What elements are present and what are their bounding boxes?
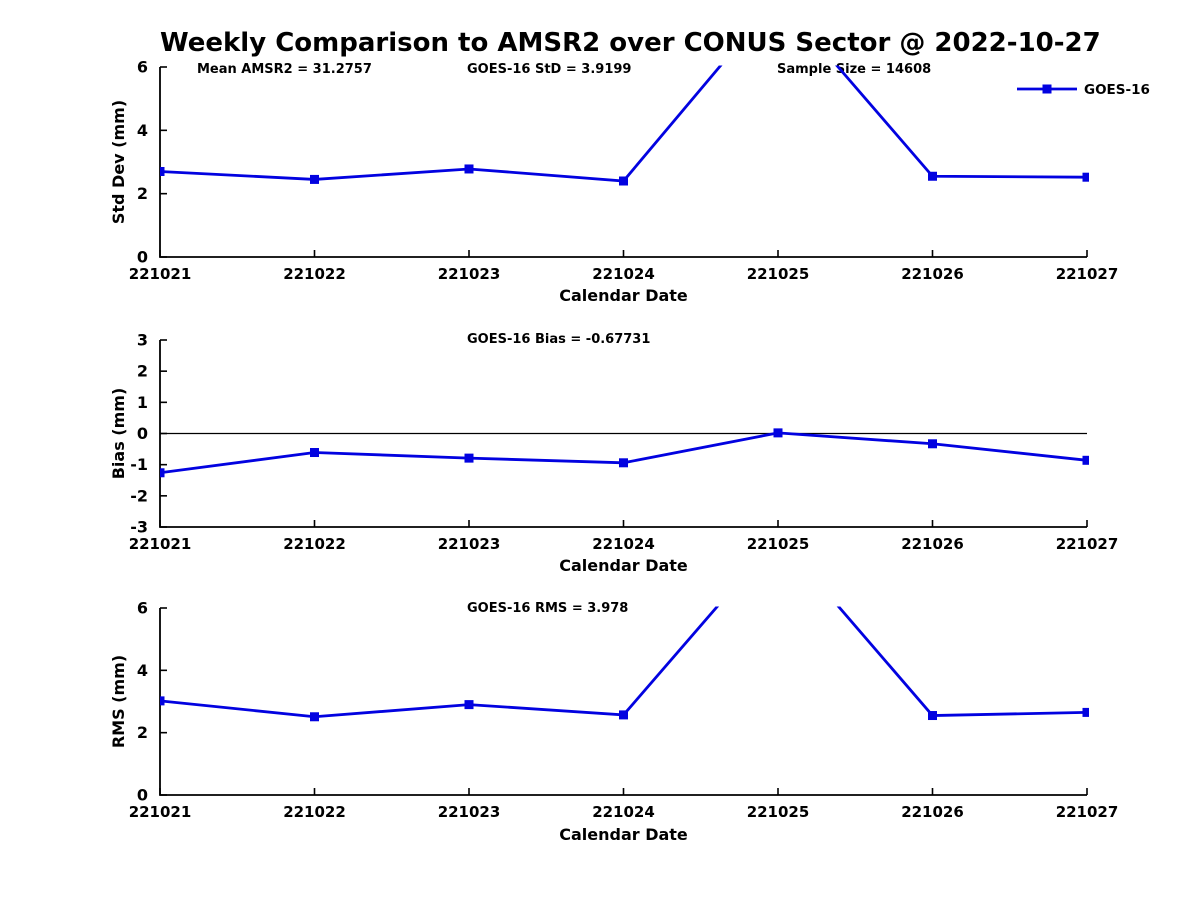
y-axis-label: Std Dev (mm) (109, 100, 128, 224)
x-tick-label: 221025 (747, 265, 810, 283)
y-tick-label: -1 (130, 455, 148, 474)
data-point-marker (619, 710, 628, 720)
annotation-text: Sample Size = 14608 (777, 62, 931, 77)
data-point-marker (310, 174, 319, 184)
data-point-marker (928, 439, 937, 449)
bias-subplot: -3 -2 -1 0 1 2 3 221021 221022 221023 221024 221025… (109, 331, 1119, 576)
x-tick-label: 221022 (283, 803, 346, 821)
stddev-subplot: 0 2 4 6 221021 221022 221023 221024 221025 221026… (109, 58, 1150, 306)
data-point-marker (774, 0, 783, 2)
data-point-marker (773, 428, 783, 438)
figure-title: Weekly Comparison to AMSR2 over CONUS Se… (160, 28, 1101, 58)
x-tick-label: 221021 (129, 535, 192, 553)
y-tick-label: 0 (137, 424, 148, 443)
x-tick-label: 221023 (438, 535, 501, 553)
data-point-marker (310, 712, 319, 722)
y-tick-label: 0 (137, 786, 148, 805)
annotation-text: GOES-16 StD = 3.9199 (467, 62, 631, 77)
y-tick-label: 3 (137, 331, 148, 350)
data-point-marker (160, 696, 165, 706)
x-axis-label: Calendar Date (559, 286, 688, 305)
data-point-marker (619, 458, 628, 468)
data-point-marker (160, 167, 165, 176)
x-tick-label: 221021 (129, 265, 192, 283)
data-point-marker (619, 176, 628, 186)
series-group (160, 606, 1089, 722)
axis-lines (159, 67, 1087, 258)
series-group (160, 428, 1089, 478)
data-point-marker (1082, 707, 1089, 717)
y-tick-label: 4 (137, 121, 148, 140)
y-tick-label: 2 (137, 184, 148, 203)
x-tick-label: 221023 (438, 803, 501, 821)
data-point-marker (464, 453, 474, 463)
x-tick-label: 221025 (747, 535, 810, 553)
series-group (160, 0, 1089, 186)
x-tick-label: 221026 (901, 535, 964, 553)
rms-subplot: 0 2 4 6 221021 221022 221023 221024 221025 221026… (109, 599, 1119, 845)
x-tick-label: 221025 (747, 803, 810, 821)
legend-label: GOES-16 (1084, 82, 1150, 98)
data-point-marker (1082, 455, 1089, 465)
x-tick-label: 221027 (1056, 803, 1119, 821)
x-tick-label: 221026 (901, 265, 964, 283)
y-tick-label: -3 (130, 518, 148, 537)
y-tick-label: -2 (130, 486, 148, 505)
data-point-marker (160, 468, 165, 478)
y-tick-label: 4 (137, 661, 148, 680)
y-tick-label: 2 (137, 723, 148, 742)
data-point-marker (928, 171, 937, 181)
data-point-marker (464, 164, 474, 174)
x-axis-label: Calendar Date (559, 556, 688, 575)
x-tick-label: 221024 (592, 803, 655, 821)
axis-lines (159, 608, 1087, 796)
x-tick-label: 221021 (129, 803, 192, 821)
data-point-marker (1082, 172, 1089, 182)
annotation-text: Mean AMSR2 = 31.2757 (197, 62, 372, 77)
annotation-text: GOES-16 Bias = -0.67731 (467, 332, 650, 347)
y-tick-label: 0 (137, 248, 148, 267)
legend: GOES-16 (1017, 82, 1150, 98)
x-tick-label: 221027 (1056, 265, 1119, 283)
legend-marker-sample (1042, 84, 1052, 94)
x-tick-label: 221024 (592, 535, 655, 553)
x-tick-label: 221027 (1056, 535, 1119, 553)
x-tick-label: 221026 (901, 803, 964, 821)
x-tick-label: 221024 (592, 265, 655, 283)
y-tick-label: 6 (137, 58, 148, 77)
x-tick-label: 221022 (283, 535, 346, 553)
y-tick-label: 6 (137, 599, 148, 618)
x-tick-label: 221023 (438, 265, 501, 283)
y-axis-label: Bias (mm) (109, 388, 128, 480)
data-point-marker (928, 711, 937, 721)
y-tick-label: 2 (137, 362, 148, 381)
y-axis-label: RMS (mm) (109, 655, 128, 748)
data-point-marker (310, 448, 319, 458)
x-tick-label: 221022 (283, 265, 346, 283)
y-tick-label: 1 (137, 393, 148, 412)
annotation-text: GOES-16 RMS = 3.978 (467, 601, 628, 616)
data-point-marker (464, 700, 474, 710)
x-axis-label: Calendar Date (559, 825, 688, 844)
